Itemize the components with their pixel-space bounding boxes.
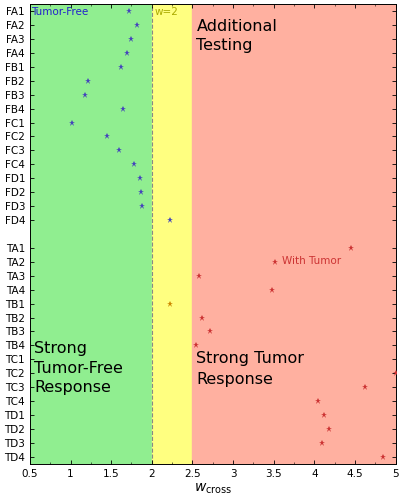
Text: Testing: Testing (196, 38, 253, 52)
Text: Tumor-Free: Tumor-Free (31, 7, 89, 17)
X-axis label: $w_\mathrm{cross}$: $w_\mathrm{cross}$ (193, 482, 232, 496)
Text: Additional: Additional (196, 20, 277, 34)
Text: w=2: w=2 (154, 7, 178, 17)
Text: Strong: Strong (34, 341, 87, 356)
Text: Tumor-Free: Tumor-Free (34, 360, 123, 376)
Text: Response: Response (34, 380, 111, 395)
Bar (152, 4, 192, 464)
Text: With Tumor: With Tumor (282, 256, 341, 266)
Bar (192, 4, 395, 464)
Text: Strong Tumor: Strong Tumor (196, 351, 304, 366)
Bar (30, 4, 152, 464)
Text: Response: Response (196, 372, 273, 387)
